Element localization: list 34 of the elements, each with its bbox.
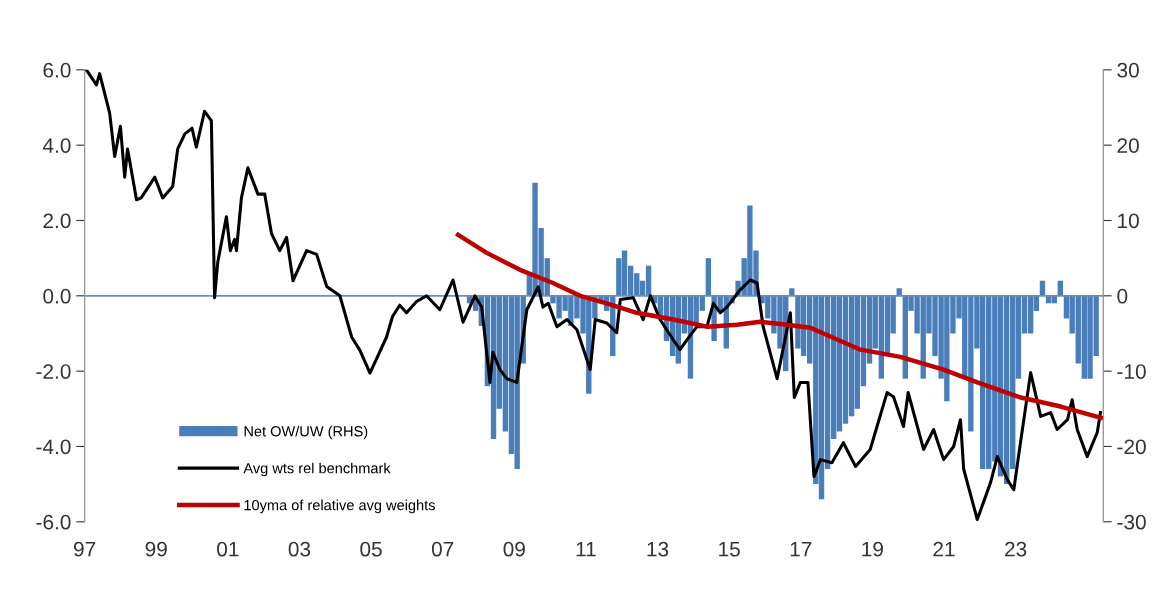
legend-label: 10yma of relative avg weights — [244, 499, 435, 514]
legend-label: Net OW/UW (RHS) — [244, 425, 368, 440]
y-tick-label: -2.0 — [36, 364, 71, 379]
x-tick-label: 09 — [503, 541, 525, 557]
line-series — [455, 232, 1104, 421]
x-tick-label: 03 — [288, 541, 311, 557]
x-tick-label: 05 — [360, 541, 382, 557]
y2-tick-label: -20 — [1117, 439, 1146, 455]
x-tick-label: 15 — [719, 541, 740, 557]
x-tick-label: 17 — [790, 541, 812, 557]
y2-tick-label: 20 — [1117, 138, 1139, 153]
y-tick-label: 6.0 — [43, 62, 71, 78]
x-tick-label: 07 — [431, 541, 454, 557]
legend-label: Avg wts rel benchmark — [243, 462, 391, 477]
x-tick-label: 23 — [1005, 541, 1027, 557]
y-tick-label: -6.0 — [36, 514, 71, 530]
x-tick-label: 01 — [217, 541, 239, 557]
y2-tick-label: -30 — [1117, 514, 1146, 530]
y2-tick-label: -10 — [1117, 364, 1146, 379]
x-tick-label: 97 — [73, 541, 96, 557]
x-tick-label: 13 — [647, 541, 669, 557]
y-tick-label: 0.0 — [43, 288, 71, 304]
line-series — [84, 69, 1102, 522]
y2-tick-label: 30 — [1117, 62, 1139, 78]
x-tick-label: 19 — [862, 541, 883, 557]
x-tick-label: 11 — [576, 541, 596, 557]
bar — [705, 258, 712, 296]
y2-tick-label: 10 — [1118, 213, 1139, 229]
y-tick-label: 2.0 — [43, 213, 71, 229]
x-tick-label: 99 — [145, 541, 167, 557]
y-tick-label: 4.0 — [42, 138, 71, 153]
x-tick-label: 21 — [933, 541, 955, 557]
y-tick-label: -4.0 — [36, 439, 71, 455]
y2-tick-label: 0 — [1117, 288, 1128, 304]
